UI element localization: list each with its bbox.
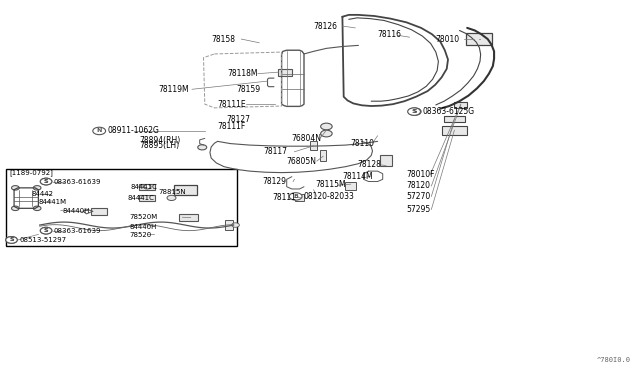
Circle shape: [12, 206, 19, 211]
Text: 78010F: 78010F: [406, 170, 435, 179]
Circle shape: [33, 206, 41, 211]
Text: 84441C: 84441C: [131, 184, 157, 190]
Bar: [6, 169, 237, 246]
Text: 78116: 78116: [378, 30, 402, 39]
Text: ^780I0.0: ^780I0.0: [596, 357, 630, 363]
Text: 78520: 78520: [129, 232, 152, 238]
Text: 78894(RH): 78894(RH): [140, 136, 180, 145]
Bar: [140, 184, 155, 190]
Circle shape: [321, 123, 332, 130]
Circle shape: [167, 195, 176, 201]
Circle shape: [40, 227, 52, 234]
Text: 78127: 78127: [226, 115, 250, 124]
Bar: [179, 214, 198, 221]
Text: 78117: 78117: [264, 147, 288, 156]
Text: N: N: [97, 128, 102, 134]
Bar: [295, 194, 305, 201]
Text: 76805N: 76805N: [287, 157, 317, 166]
Circle shape: [143, 185, 151, 189]
Text: S: S: [9, 237, 14, 243]
Text: 78119M: 78119M: [159, 85, 189, 94]
Text: 78126: 78126: [314, 22, 338, 31]
Text: 78128: 78128: [357, 160, 381, 169]
Text: 78120: 78120: [406, 182, 430, 190]
Text: 78111F: 78111F: [218, 122, 246, 131]
Text: 08911-1062G: 08911-1062G: [108, 126, 159, 135]
Text: 78129: 78129: [262, 177, 287, 186]
Bar: [174, 185, 197, 195]
Text: 78111E: 78111E: [218, 100, 246, 109]
Text: 57295: 57295: [406, 205, 431, 214]
Text: 78895(LH): 78895(LH): [140, 141, 180, 150]
Text: 78815N: 78815N: [159, 189, 186, 195]
Text: 57270: 57270: [406, 192, 431, 201]
Circle shape: [6, 237, 17, 243]
Circle shape: [408, 108, 420, 115]
Text: S: S: [44, 179, 49, 184]
Circle shape: [408, 108, 421, 115]
Bar: [140, 195, 155, 201]
Text: 08513-51297: 08513-51297: [19, 237, 67, 243]
Bar: [466, 33, 492, 45]
Text: 84440H: 84440H: [129, 224, 157, 230]
Text: 08363-61639: 08363-61639: [53, 179, 100, 185]
Bar: [345, 182, 356, 190]
Text: S: S: [44, 179, 49, 184]
Text: 78118M: 78118M: [227, 69, 258, 78]
Text: 76804N: 76804N: [291, 134, 321, 143]
Circle shape: [33, 186, 41, 190]
Circle shape: [93, 127, 106, 135]
Bar: [91, 208, 107, 215]
Text: 78110: 78110: [351, 139, 375, 148]
Circle shape: [12, 186, 19, 190]
Text: 08363-61639: 08363-61639: [53, 228, 100, 234]
Circle shape: [198, 145, 207, 150]
Text: 84442: 84442: [32, 191, 54, 197]
Circle shape: [6, 237, 17, 243]
Text: S: S: [44, 228, 49, 233]
Bar: [310, 141, 317, 150]
Text: 78115M: 78115M: [315, 180, 346, 189]
Bar: [380, 155, 392, 166]
Text: 78111: 78111: [272, 193, 296, 202]
Bar: [320, 150, 326, 161]
Circle shape: [321, 130, 332, 137]
Circle shape: [40, 178, 52, 185]
Text: S: S: [412, 109, 417, 114]
Text: 78010: 78010: [435, 35, 460, 44]
Text: 08120-82033: 08120-82033: [304, 192, 355, 201]
Bar: [444, 116, 465, 122]
Bar: [442, 126, 467, 135]
Text: 78114M: 78114M: [342, 172, 373, 181]
Text: 78520M: 78520M: [129, 214, 157, 220]
Text: S: S: [412, 109, 417, 114]
Bar: [225, 220, 233, 230]
Circle shape: [40, 227, 52, 234]
Text: 08363-6125G: 08363-6125G: [422, 107, 474, 116]
Text: 84441C: 84441C: [128, 195, 155, 201]
Text: 84440H: 84440H: [63, 208, 90, 214]
Circle shape: [40, 178, 52, 185]
Circle shape: [289, 193, 302, 200]
Bar: [278, 69, 292, 76]
Circle shape: [232, 223, 239, 227]
Text: S: S: [9, 237, 14, 243]
Text: 78159: 78159: [237, 85, 261, 94]
Text: S: S: [44, 228, 49, 233]
Text: [1189-0792]: [1189-0792]: [10, 170, 54, 176]
Text: 78158: 78158: [211, 35, 236, 44]
Text: B: B: [293, 194, 298, 199]
Text: 84441M: 84441M: [38, 199, 67, 205]
Bar: [454, 102, 467, 108]
